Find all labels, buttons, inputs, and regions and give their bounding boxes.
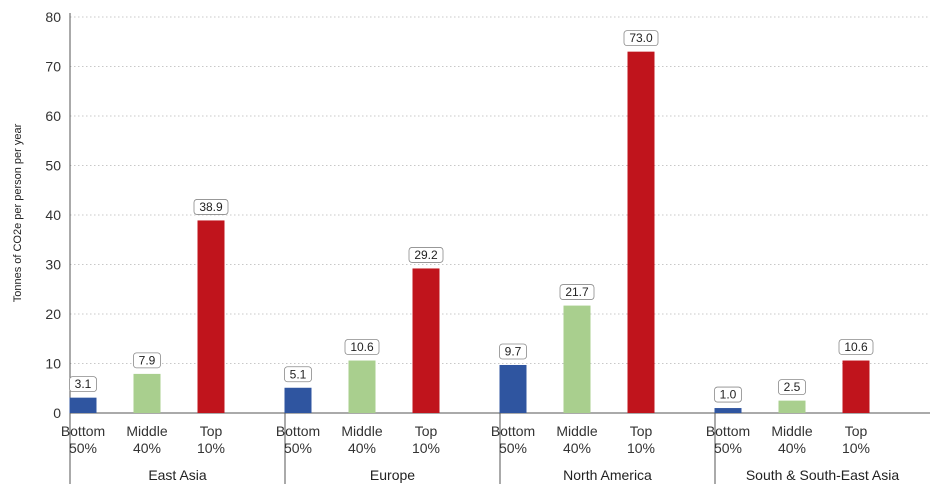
bar [133,373,161,413]
bars [69,51,870,414]
data-label: 21.7 [565,285,589,299]
data-label-box [69,376,97,393]
data-label-box [499,343,527,360]
category-label: 40% [563,440,591,456]
y-tick-label: 0 [53,405,61,421]
data-labels: 3.1 7.9 38.9 5.1 10.6 29.2 9.7 21.7 73.0 1.0 2.5 10… [69,30,874,403]
data-label-box [408,247,444,263]
data-label-box [559,284,595,300]
category-label: 10% [627,440,655,456]
data-label-box [714,386,742,403]
bar [197,220,225,413]
y-tick-label: 50 [45,158,61,174]
data-label-box [623,30,659,47]
category-label: 10% [197,440,225,456]
category-label: Middle [556,423,597,439]
bar [627,51,655,414]
data-label-box [344,339,380,355]
group-label: East Asia [148,467,207,483]
category-label: Bottom [276,423,320,439]
data-label: 9.7 [505,344,522,358]
y-tick-label: 80 [45,9,61,25]
group-label: North America [563,467,652,483]
category-label: Middle [771,423,812,439]
category-label: 40% [133,440,161,456]
data-label-box [133,352,161,369]
data-label-box [284,366,312,383]
bar [563,305,591,413]
category-label: Bottom [706,423,750,439]
group-label: Europe [370,467,415,483]
data-label-box [193,199,229,215]
bar [412,268,440,413]
y-tick-label: 20 [45,306,61,322]
bar [69,397,97,413]
category-label: Bottom [61,423,105,439]
group-label: South & South-East Asia [746,467,900,483]
bar [842,360,870,413]
category-label: 50% [284,440,312,456]
category-label: 50% [714,440,742,456]
data-label: 29.2 [414,248,438,262]
category-label: 10% [842,440,870,456]
category-label: 50% [69,440,97,456]
data-label: 73.0 [629,31,653,45]
y-tick-label: 60 [45,108,61,124]
gridlines [70,16,930,364]
category-label: 40% [778,440,806,456]
data-label-box [838,339,874,355]
category-label: 10% [412,440,440,456]
bar [284,387,312,413]
category-label: Middle [341,423,382,439]
data-label-box [778,379,806,396]
bar [778,400,806,413]
bar [348,360,376,413]
category-label: 40% [348,440,376,456]
data-label: 7.9 [139,353,156,367]
y-tick-label: 70 [45,59,61,75]
category-label: 50% [499,440,527,456]
y-tick-label: 30 [45,257,61,273]
category-label: Middle [126,423,167,439]
data-label: 2.5 [784,380,801,394]
data-label: 38.9 [199,200,223,214]
category-label: Top [415,423,438,439]
data-label: 10.6 [350,340,374,354]
y-tick-label: 40 [45,207,61,223]
data-label: 10.6 [844,340,868,354]
data-label: 5.1 [290,367,307,381]
y-tick-label: 10 [45,356,61,372]
bar [499,364,527,413]
data-label: 1.0 [720,388,737,402]
category-label: Top [630,423,653,439]
bar [714,408,742,413]
data-label: 3.1 [75,377,92,391]
category-label: Bottom [491,423,535,439]
category-label: Top [200,423,223,439]
y-axis-label: Tonnes of CO2e per person per year [12,123,24,302]
category-label: Top [845,423,868,439]
